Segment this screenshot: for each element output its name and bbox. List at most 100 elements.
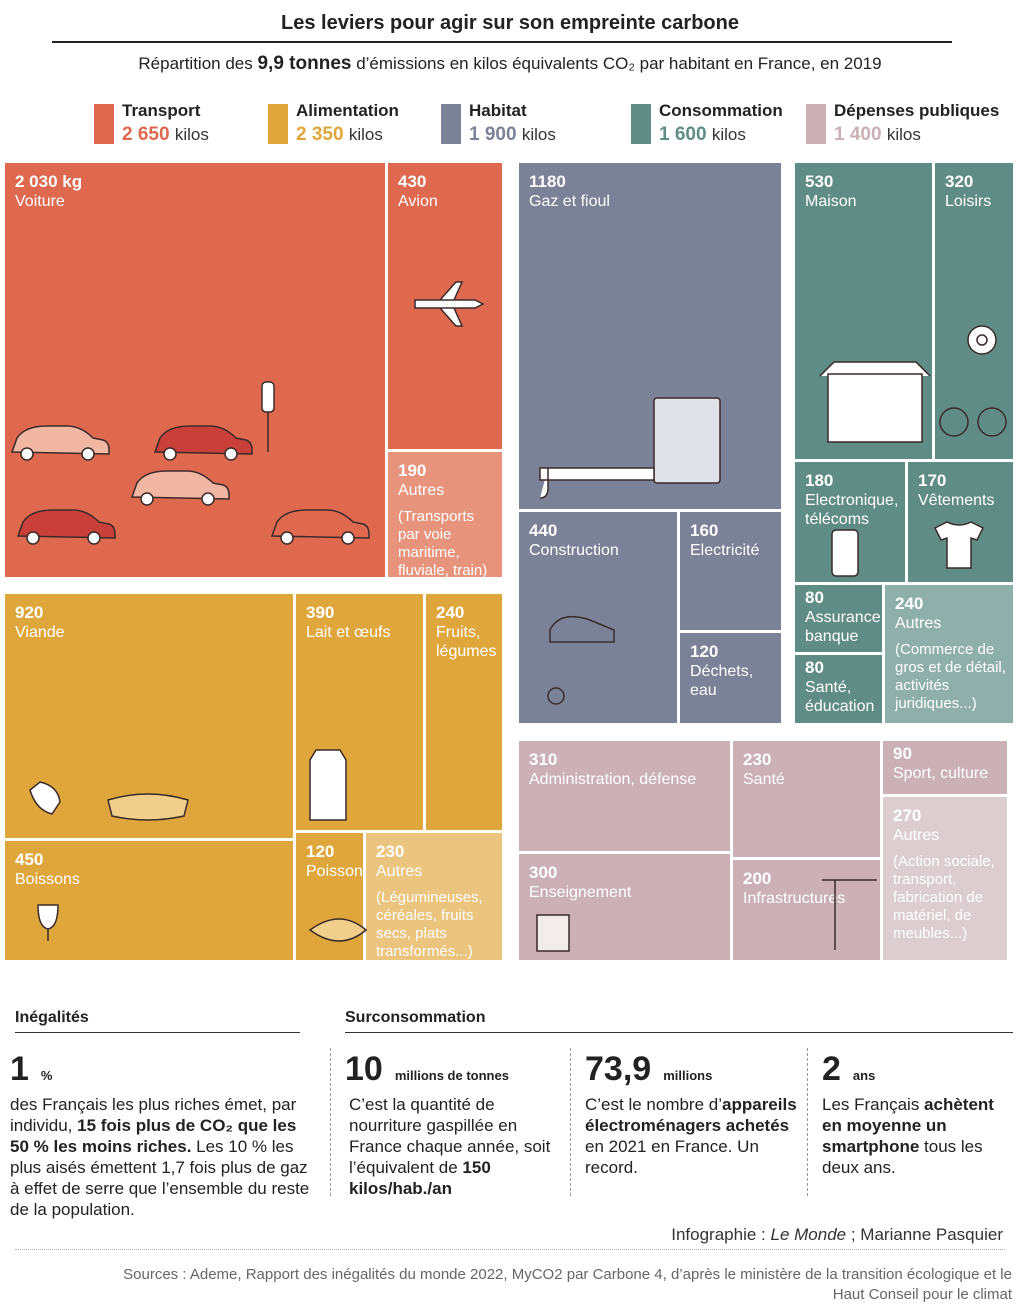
legend-unit: kilos xyxy=(711,125,746,144)
tile-label: Autres xyxy=(893,827,940,844)
tile-label: Avion xyxy=(398,193,438,210)
stat-number: 1 xyxy=(10,1050,29,1088)
stat-number: 73,9 xyxy=(585,1050,652,1088)
text-run: C’est le nombre d’ xyxy=(585,1095,723,1114)
legend-value: 1 900 xyxy=(469,124,517,145)
tile: 230 Santé xyxy=(733,741,880,857)
tile-note: (Action sociale, transport, fabrication … xyxy=(893,853,995,942)
text-run: 150 kilos/hab./an xyxy=(349,1158,491,1198)
tile-value: 920 xyxy=(15,603,44,622)
tile-value: 270 xyxy=(893,806,922,825)
tile-label: Gaz et fioul xyxy=(529,193,610,210)
tile-value: 230 xyxy=(743,750,772,769)
text-run: Le Monde xyxy=(770,1225,847,1244)
stat-text: Les Français achètent en moyenne un smar… xyxy=(822,1094,1012,1178)
legend-value: 1 600 xyxy=(659,124,707,145)
tile-value: 120 xyxy=(306,842,335,861)
tile-note: (Transports par voie maritime, fluviale,… xyxy=(398,508,488,577)
text-run: tous les deux ans. xyxy=(822,1137,983,1177)
legend-swatch xyxy=(268,104,288,144)
tile-label: Autres xyxy=(895,615,942,632)
tile-label: Electronique, télécoms xyxy=(805,492,899,528)
stat-unit: ans xyxy=(852,1068,876,1083)
tile: 170 Vêtements xyxy=(908,462,1013,582)
tile-label: Autres xyxy=(398,482,445,499)
legend-value: 2 350 xyxy=(296,124,344,145)
legend-swatch xyxy=(806,104,826,144)
tile: 120 Déchets, eau xyxy=(680,633,781,723)
text-run: d’émissions en kilos équivalents CO₂ par… xyxy=(351,54,882,73)
tile-value: 240 xyxy=(895,594,924,613)
tile: 450 Boissons xyxy=(5,841,293,960)
section-rule xyxy=(345,1032,1013,1033)
stat-text: des Français les plus riches émet, par i… xyxy=(10,1094,310,1220)
section-title: Inégalités xyxy=(15,1009,89,1026)
tile-label: Enseignement xyxy=(529,884,632,901)
tile: 530 Maison xyxy=(795,163,932,459)
tile: 1180 Gaz et fioul xyxy=(519,163,781,509)
title: Les leviers pour agir sur son empreinte … xyxy=(281,12,739,34)
tile-label: Voiture xyxy=(15,193,65,210)
separator xyxy=(15,1249,1005,1250)
text-run: C’est la quantité de nourriture gaspillé… xyxy=(349,1095,551,1177)
text-run: en 2021 en France. Un record. xyxy=(585,1137,759,1177)
tile-value: 1180 xyxy=(529,172,566,191)
tile-value: 180 xyxy=(805,471,834,490)
tile: 160 Electricité xyxy=(680,512,781,630)
stat-text: C’est le nombre d’appareils électroménag… xyxy=(585,1094,810,1178)
tile: 80 Santé, éducation xyxy=(795,655,882,723)
tile-value: 200 xyxy=(743,869,772,888)
tile-label: Déchets, eau xyxy=(690,663,754,699)
legend-swatch xyxy=(94,104,114,144)
sources: Sources : Ademe, Rapport des inégalités … xyxy=(123,1266,1012,1303)
legend-value: 2 650 xyxy=(122,124,170,145)
tile-value: 230 xyxy=(376,842,405,861)
stat-unit: millions de tonnes xyxy=(394,1068,509,1083)
stat-unit: % xyxy=(40,1068,53,1083)
tile-value: 390 xyxy=(306,603,335,622)
tile-value: 310 xyxy=(529,750,558,769)
legend-value-row: 2 350 kilos xyxy=(296,124,383,146)
tile-value: 170 xyxy=(918,471,947,490)
section-rule xyxy=(15,1032,300,1033)
text-run: Répartition des xyxy=(138,54,258,73)
stat-number: 2 xyxy=(822,1050,841,1088)
tile-label: Loisirs xyxy=(945,193,992,210)
subtitle: Répartition des 9,9 tonnes d’émissions e… xyxy=(0,53,1020,75)
tile: 230 Autres (Légumineuses, céréales, fruits… xyxy=(366,833,502,960)
legend-name: Transport xyxy=(122,101,201,120)
tile: 240 Autres (Commerce de gros et de détail,… xyxy=(885,585,1013,723)
tile: 120 Poisson xyxy=(296,833,363,960)
tile: 190 Autres (Transports par voie maritime, … xyxy=(388,452,502,577)
tile-label: Santé, éducation xyxy=(805,679,875,715)
stat-separator xyxy=(330,1048,331,1196)
text-run: appareils électroménagers achetés xyxy=(585,1095,797,1135)
tile-label: Infrastructures xyxy=(743,890,846,907)
tile-value: 90 xyxy=(893,744,912,763)
tile-note: (Commerce de gros et de détail, activité… xyxy=(895,641,1006,712)
legend-value-row: 1 600 kilos xyxy=(659,124,746,146)
tile: 440 Construction xyxy=(519,512,677,723)
tile-value: 530 xyxy=(805,172,834,191)
legend-value-row: 1 400 kilos xyxy=(834,124,921,146)
legend-unit: kilos xyxy=(886,125,921,144)
tile-value: 190 xyxy=(398,461,427,480)
text-run: Les 10 % les plus aisés émettent 1,7 foi… xyxy=(10,1137,310,1219)
stat-number: 10 xyxy=(345,1050,383,1088)
legend-swatch xyxy=(631,104,651,144)
tile-label: Boissons xyxy=(15,871,80,888)
tile-value: 450 xyxy=(15,850,44,869)
tile-value: 430 xyxy=(398,172,427,191)
legend-value-row: 2 650 kilos xyxy=(122,124,209,146)
tile-value: 160 xyxy=(690,521,719,540)
tile: 320 Loisirs xyxy=(935,163,1013,459)
stat-text: C’est la quantité de nourriture gaspillé… xyxy=(349,1094,559,1199)
tile-value: 320 xyxy=(945,172,974,191)
tile-label: Electricité xyxy=(690,542,760,559)
tile: 90 Sport, culture xyxy=(883,741,1007,794)
tile-value: 120 xyxy=(690,642,719,661)
tile-label: Construction xyxy=(529,542,619,559)
tile-label: Sport, culture xyxy=(893,765,989,782)
text-run: 9,9 tonnes xyxy=(257,53,352,74)
legend-unit: kilos xyxy=(174,125,209,144)
